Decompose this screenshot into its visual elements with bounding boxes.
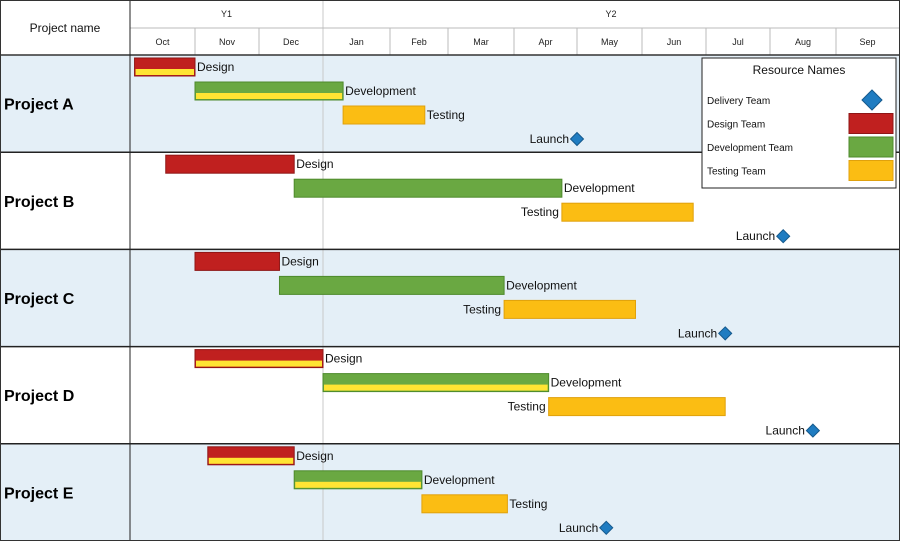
task-label: Testing (508, 400, 546, 414)
milestone-diamond (775, 228, 791, 244)
task-label: Development (345, 84, 416, 98)
project-name-header: Project name (30, 21, 101, 35)
task-bar (278, 275, 505, 295)
month-label: Feb (411, 37, 427, 47)
milestone-label: Launch (678, 326, 717, 340)
row-background (0, 443, 900, 541)
month-label: Aug (795, 37, 811, 47)
milestone-label: Launch (559, 521, 598, 535)
task-bar-highlight (196, 360, 322, 367)
task-bar-highlight (208, 457, 294, 464)
legend-label: Delivery Team (707, 96, 770, 107)
legend-swatch (848, 113, 894, 134)
project-label: Project A (4, 97, 74, 114)
project-label: Project B (4, 194, 74, 211)
month-label: May (601, 37, 619, 47)
month-label: Oct (155, 37, 170, 47)
milestone-diamond (599, 520, 614, 536)
milestone-diamond (569, 131, 585, 147)
task-bar (342, 105, 426, 125)
task-bar (561, 202, 694, 222)
task-label: Testing (521, 205, 559, 219)
milestone-diamond (717, 326, 733, 341)
milestone-label: Launch (530, 132, 569, 146)
task-bar-highlight (295, 481, 421, 488)
month-label: Jul (732, 37, 744, 47)
task-label: Development (506, 278, 577, 292)
legend-label: Development Team (707, 143, 793, 154)
task-label: Design (296, 157, 333, 171)
task-bar (503, 299, 636, 319)
legend-label: Testing Team (707, 167, 766, 178)
task-label: Development (424, 473, 495, 487)
task-bar-highlight (135, 69, 194, 75)
legend-swatch (848, 160, 894, 181)
milestone-diamond (805, 423, 821, 438)
project-label: Project C (4, 291, 75, 308)
month-label: Mar (473, 37, 489, 47)
milestone-label: Launch (736, 229, 775, 243)
month-label: Apr (538, 37, 552, 47)
task-label: Testing (427, 108, 465, 122)
month-label: Sep (859, 37, 875, 47)
year-label: Y2 (605, 9, 616, 19)
legend-swatch-diamond (861, 89, 883, 111)
row-background (0, 249, 900, 347)
month-label: Nov (219, 37, 236, 47)
month-label: Jan (349, 37, 364, 47)
task-bar (421, 494, 508, 514)
legend-label: Design Team (707, 120, 765, 131)
task-bar (293, 178, 563, 198)
task-label: Development (564, 181, 635, 195)
task-label: Testing (463, 302, 501, 316)
task-bar (194, 251, 280, 271)
task-label: Testing (509, 497, 547, 511)
month-label: Dec (283, 37, 300, 47)
task-bar (165, 154, 295, 174)
year-label: Y1 (221, 9, 232, 19)
project-label: Project D (4, 388, 74, 405)
legend-swatch (848, 136, 894, 158)
task-label: Design (281, 254, 318, 268)
row-background (0, 346, 900, 444)
month-label: Jun (667, 37, 682, 47)
task-label: Development (551, 376, 622, 390)
project-label: Project E (4, 485, 74, 502)
task-label: Design (296, 449, 333, 463)
task-label: Design (197, 60, 234, 74)
milestone-label: Launch (766, 424, 805, 438)
task-bar-highlight (196, 93, 343, 99)
task-bar (548, 397, 726, 417)
task-bar-highlight (324, 384, 548, 391)
task-label: Design (325, 352, 362, 366)
legend-title: Resource Names (753, 63, 846, 77)
